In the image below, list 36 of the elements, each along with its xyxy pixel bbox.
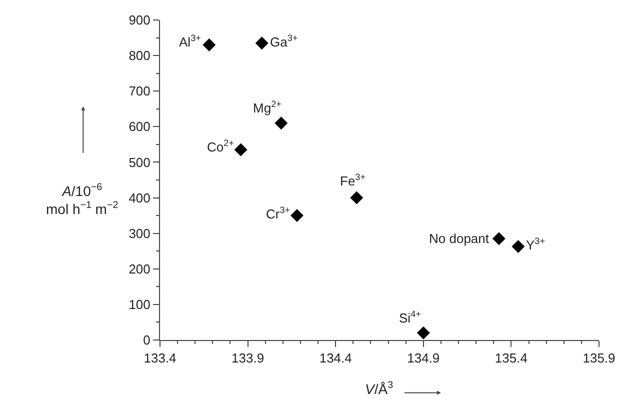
y-tick-label: 300 — [128, 226, 150, 241]
point — [274, 116, 288, 130]
x-tick-label: 133.4 — [144, 350, 176, 366]
point — [416, 326, 430, 340]
x-tick-label: 135.9 — [582, 350, 616, 366]
point — [290, 209, 304, 222]
annotation: Cr$^{3+}$ — [266, 205, 290, 222]
annotation: Ga$^{3+}$ — [270, 33, 298, 50]
point — [350, 191, 364, 204]
text: A/10$^{−6}$ mol h$^{−1}$ m$^{−2}$ — [46, 182, 118, 218]
x-tick-label: 135.4 — [494, 350, 528, 366]
annotation: Mg$^{2+}$ — [253, 99, 282, 116]
y-tick-label: 600 — [128, 119, 150, 134]
point — [202, 38, 216, 52]
annotation: Si$^{4+}$ — [399, 309, 421, 326]
x-tick-label: 133.9 — [232, 350, 264, 366]
y-tick-label: 400 — [128, 190, 150, 206]
y-tick-label: 900 — [128, 12, 150, 28]
annotation: Co$^{2+}$ — [207, 138, 234, 154]
point — [512, 240, 525, 253]
y-tick-label: 200 — [128, 261, 150, 276]
point — [492, 232, 506, 246]
y-tick-label: 800 — [128, 48, 150, 64]
annotation: Fe$^{3+}$ — [340, 172, 366, 188]
x-tick-label: 134.4 — [319, 350, 352, 366]
y-tick-label: 100 — [128, 296, 150, 312]
annotation: Y$^{3+}$ — [526, 236, 546, 252]
y-tick-label: 0 — [143, 332, 150, 348]
x-tick-label: 134.9 — [407, 350, 440, 366]
y-tick-label: 500 — [128, 154, 150, 170]
x-axis-title: V/Å$^{3}$ — [365, 380, 394, 397]
y-tick-label: 700 — [128, 84, 150, 99]
annotation: No dopant — [429, 231, 490, 246]
point — [255, 36, 268, 50]
point — [234, 143, 248, 156]
annotation: Al$^{3+}$ — [179, 33, 201, 50]
